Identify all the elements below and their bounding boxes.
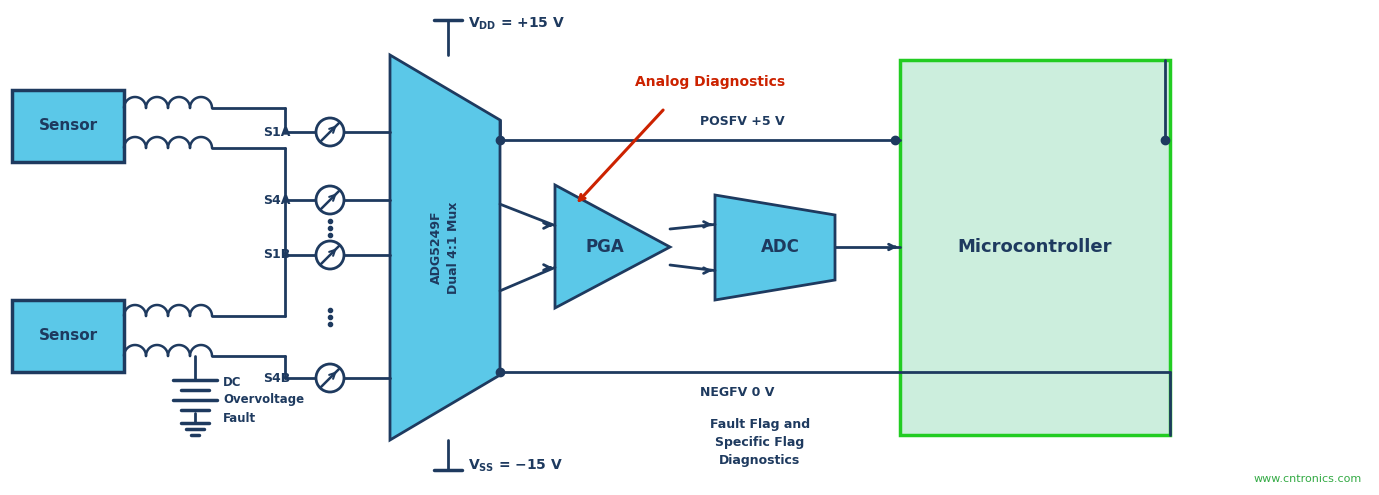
Text: Analog Diagnostics: Analog Diagnostics bbox=[634, 75, 785, 89]
Text: Fault Flag and
Specific Flag
Diagnostics: Fault Flag and Specific Flag Diagnostics bbox=[710, 418, 809, 467]
Circle shape bbox=[316, 241, 343, 269]
Text: S4B: S4B bbox=[263, 372, 290, 385]
Polygon shape bbox=[390, 55, 501, 440]
Polygon shape bbox=[714, 195, 836, 300]
Text: Microcontroller: Microcontroller bbox=[958, 239, 1113, 256]
Text: POSFV +5 V: POSFV +5 V bbox=[701, 115, 785, 128]
Text: www.cntronics.com: www.cntronics.com bbox=[1254, 474, 1362, 484]
Text: $\mathbf{V_{DD}}$ = +15 V: $\mathbf{V_{DD}}$ = +15 V bbox=[467, 16, 565, 32]
Text: S4A: S4A bbox=[262, 194, 290, 206]
Circle shape bbox=[316, 118, 343, 146]
Text: Sensor: Sensor bbox=[39, 118, 98, 134]
Polygon shape bbox=[554, 185, 670, 308]
Text: S1A: S1A bbox=[262, 126, 290, 139]
Bar bbox=[900, 60, 1169, 435]
Circle shape bbox=[316, 186, 343, 214]
Bar bbox=[12, 90, 124, 162]
Text: NEGFV 0 V: NEGFV 0 V bbox=[701, 386, 775, 399]
Text: S1B: S1B bbox=[263, 248, 290, 261]
Text: ADC: ADC bbox=[761, 238, 800, 256]
Text: DC
Overvoltage
Fault: DC Overvoltage Fault bbox=[223, 376, 305, 425]
Text: PGA: PGA bbox=[585, 238, 623, 256]
Bar bbox=[12, 300, 124, 372]
Text: $\mathbf{V_{SS}}$ = −15 V: $\mathbf{V_{SS}}$ = −15 V bbox=[467, 457, 563, 474]
Text: ADG5249F
Dual 4:1 Mux: ADG5249F Dual 4:1 Mux bbox=[430, 201, 461, 294]
Circle shape bbox=[316, 364, 343, 392]
Text: Sensor: Sensor bbox=[39, 329, 98, 344]
